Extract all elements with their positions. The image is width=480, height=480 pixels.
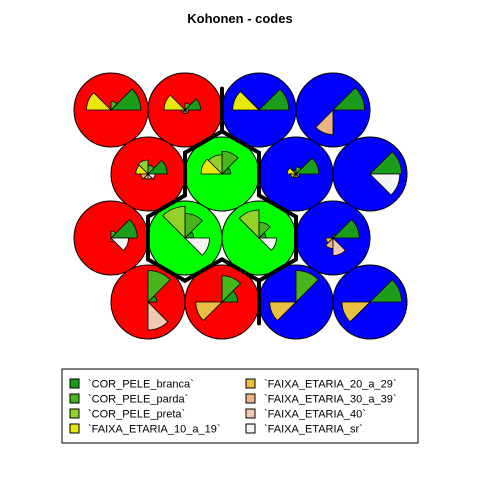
code-segment (369, 151, 402, 175)
code-segment (332, 234, 337, 239)
cluster-boundary (220, 257, 261, 283)
code-segment (341, 301, 371, 323)
code-segment (332, 237, 346, 256)
legend-label: `COR_PELE_preta` (88, 409, 185, 421)
code-segment (184, 109, 189, 114)
code-segment (110, 237, 129, 251)
som-unit (110, 264, 186, 340)
code-segment (286, 167, 297, 175)
code-segment (147, 173, 156, 180)
som-unit (295, 72, 371, 148)
code-segment (315, 109, 334, 135)
cluster-boundary (257, 193, 298, 219)
som-unit (258, 136, 334, 212)
legend-label: `FAIXA_ETARIA_40` (264, 409, 366, 421)
code-segment (295, 173, 300, 178)
legend: `COR_PELE_branca` `COR_PELE_parda` `COR_PE… (61, 368, 419, 444)
legend-swatch (69, 393, 80, 404)
som-unit (295, 200, 371, 276)
code-segment (221, 150, 239, 175)
cluster-boundary (257, 257, 298, 283)
legend-swatch (245, 408, 256, 419)
som-unit (332, 136, 408, 212)
code-segment (135, 164, 149, 175)
cluster-boundary (146, 193, 187, 219)
legend-swatch (245, 393, 256, 404)
code-segment (258, 237, 277, 251)
cluster-boundary (146, 257, 187, 283)
som-unit (147, 72, 223, 148)
code-segment (137, 159, 149, 175)
legend-box (61, 368, 419, 444)
som-unit (73, 200, 149, 276)
som-unit (221, 72, 297, 148)
legend-label: `COR_PELE_branca` (88, 379, 194, 391)
code-segment (184, 98, 202, 111)
cluster-boundary (183, 257, 224, 283)
code-segment (332, 87, 365, 111)
legend-label: `COR_PELE_parda` (88, 394, 188, 406)
code-segment (184, 237, 210, 256)
code-segment (332, 218, 360, 239)
code-segment (147, 301, 169, 331)
code-segment (110, 88, 142, 111)
code-segment (110, 100, 118, 111)
plot-title: Kohonen - codes (187, 11, 292, 26)
som-unit (147, 200, 223, 276)
code-segment (184, 102, 191, 111)
code-segment (162, 206, 186, 239)
legend-label: `FAIXA_ETARIA_10_a_19` (88, 424, 220, 436)
code-segment (163, 94, 186, 111)
legend-label: `FAIXA_ETARIA_30_a_39` (264, 394, 396, 406)
code-segment (147, 270, 171, 303)
code-segment (200, 158, 223, 175)
code-segment (232, 90, 260, 111)
legend-label: `FAIXA_ETARIA_20_a_29` (264, 379, 396, 391)
som-unit (332, 264, 408, 340)
legend-swatch (245, 423, 256, 434)
cluster-boundaries (146, 86, 298, 326)
som-unit (221, 200, 297, 276)
som-units (73, 72, 408, 340)
legend-swatch (69, 408, 80, 419)
code-segment (195, 301, 223, 322)
code-segment (295, 270, 319, 303)
legend-label: `FAIXA_ETARIA_sr` (264, 424, 363, 436)
code-segment (110, 230, 117, 239)
som-unit (184, 264, 260, 340)
code-segment (86, 92, 112, 111)
code-segment (295, 166, 302, 175)
code-segment (369, 173, 401, 196)
code-segment (221, 275, 242, 303)
code-segment (110, 218, 138, 239)
code-segment (295, 157, 320, 175)
som-unit (73, 72, 149, 148)
code-segment (258, 88, 290, 111)
code-segment (269, 301, 297, 322)
legend-swatch (245, 378, 256, 389)
code-segment (147, 159, 168, 175)
cluster-boundary (220, 129, 261, 155)
code-segment (369, 279, 402, 303)
legend-swatch (69, 378, 80, 389)
cluster-boundary (183, 129, 224, 155)
som-unit (258, 264, 334, 340)
legend-swatch (69, 423, 80, 434)
code-segment (238, 209, 260, 239)
